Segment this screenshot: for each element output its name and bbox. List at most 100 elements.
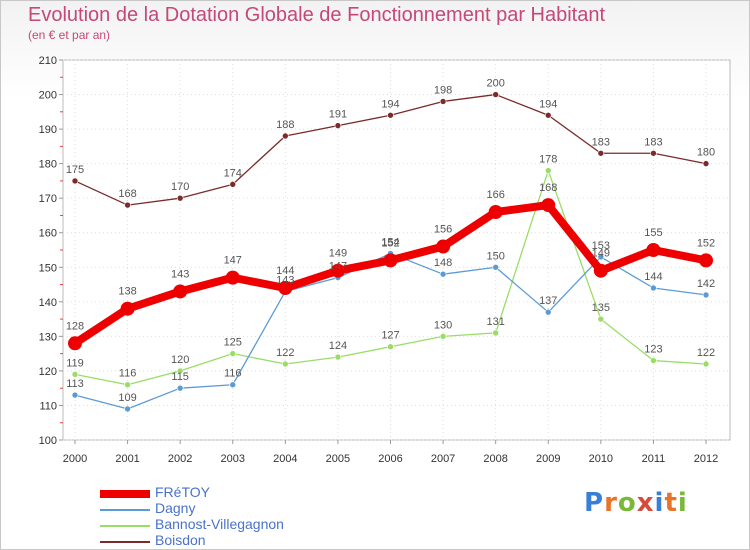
y-tick-label: 110: [39, 400, 57, 412]
data-point: [282, 360, 289, 368]
data-point: [334, 122, 342, 129]
y-tick-label: 130: [39, 331, 57, 343]
data-label: 116: [224, 368, 242, 380]
data-point: [597, 253, 605, 261]
data-point: [593, 263, 608, 278]
data-label: 116: [119, 368, 137, 380]
data-label: 119: [66, 357, 84, 369]
data-point: [439, 270, 447, 278]
data-label: 113: [66, 378, 84, 390]
data-point: [282, 132, 289, 140]
data-label: 153: [592, 240, 610, 252]
data-point: [439, 333, 447, 340]
data-point: [124, 405, 131, 413]
proxiti-logo: Proxiti: [584, 488, 688, 518]
x-tick-label: 2012: [694, 453, 718, 465]
data-point: [436, 239, 451, 254]
data-point: [646, 243, 661, 257]
data-label: 144: [644, 271, 662, 283]
y-tick-label: 180: [39, 159, 57, 171]
data-label: 149: [592, 248, 610, 260]
data-point: [173, 284, 188, 299]
data-label: 143: [171, 268, 189, 280]
data-label: 168: [118, 188, 136, 200]
data-label: 175: [66, 164, 84, 176]
x-tick-label: 2007: [431, 453, 455, 465]
data-point: [71, 371, 79, 378]
data-point: [650, 149, 657, 157]
data-point: [71, 177, 79, 185]
x-tick-label: 2002: [168, 453, 192, 465]
legend-swatch: [100, 525, 150, 527]
y-tick-label: 170: [39, 193, 57, 205]
x-tick-label: 2001: [115, 453, 139, 465]
data-label: 183: [592, 136, 610, 148]
data-point: [383, 253, 398, 268]
data-label: 191: [329, 109, 347, 121]
data-label: 122: [276, 347, 294, 359]
data-label: 156: [434, 224, 452, 236]
data-point: [229, 381, 237, 389]
legend-label: Dagny: [155, 500, 196, 516]
y-tick-label: 100: [39, 435, 57, 447]
x-tick-label: 2011: [642, 453, 666, 465]
data-point: [702, 160, 710, 167]
data-label: 194: [539, 98, 557, 110]
data-label: 178: [539, 154, 557, 166]
y-tick-label: 210: [39, 55, 57, 67]
data-label: 109: [118, 392, 136, 404]
y-tick-label: 140: [39, 297, 57, 309]
data-point: [541, 198, 556, 213]
data-label: 123: [644, 344, 662, 356]
data-label: 148: [434, 257, 452, 269]
data-point: [68, 336, 82, 351]
data-point: [492, 329, 499, 337]
data-label: 149: [329, 248, 347, 260]
data-point: [387, 111, 394, 119]
data-label: 127: [381, 330, 399, 342]
data-label: 142: [697, 278, 715, 290]
data-label: 147: [329, 261, 347, 273]
data-point: [702, 360, 710, 368]
data-label: 137: [539, 295, 557, 307]
chart-subtitle: (en € et par an): [28, 28, 111, 42]
data-label: 131: [486, 316, 504, 328]
data-point: [650, 357, 657, 364]
data-point: [278, 281, 293, 295]
data-point: [330, 263, 345, 278]
data-label: 124: [329, 340, 347, 352]
legend-label: FRéTOY: [155, 484, 210, 500]
y-tick-label: 190: [39, 124, 57, 136]
data-label: 147: [224, 255, 242, 267]
data-label: 125: [224, 337, 242, 349]
plot-area: [62, 59, 731, 441]
data-point: [699, 253, 713, 268]
y-tick-label: 120: [39, 366, 57, 378]
data-point: [597, 149, 605, 157]
data-point: [176, 367, 184, 375]
data-point: [439, 98, 447, 105]
data-label: 183: [644, 136, 662, 148]
data-point: [71, 391, 79, 399]
data-point: [124, 381, 131, 389]
data-label: 174: [224, 167, 242, 179]
data-label: 200: [486, 78, 504, 90]
data-point: [120, 301, 135, 316]
data-label: 115: [171, 371, 189, 383]
data-point: [544, 111, 552, 119]
data-point: [229, 350, 237, 357]
x-tick-label: 2006: [378, 453, 402, 465]
data-point: [334, 353, 342, 361]
x-tick-label: 2005: [326, 453, 350, 465]
chart-title: Evolution de la Dotation Globale de Fonc…: [28, 4, 606, 26]
x-tick-label: 2008: [483, 453, 507, 465]
data-label: 130: [434, 319, 452, 331]
data-label: 198: [434, 84, 452, 96]
data-point: [176, 194, 184, 202]
y-tick-label: 160: [39, 228, 57, 240]
data-point: [176, 384, 184, 392]
data-point: [387, 343, 394, 351]
data-label: 128: [66, 320, 84, 332]
x-tick-label: 2000: [63, 453, 87, 465]
data-label: 120: [171, 354, 189, 366]
